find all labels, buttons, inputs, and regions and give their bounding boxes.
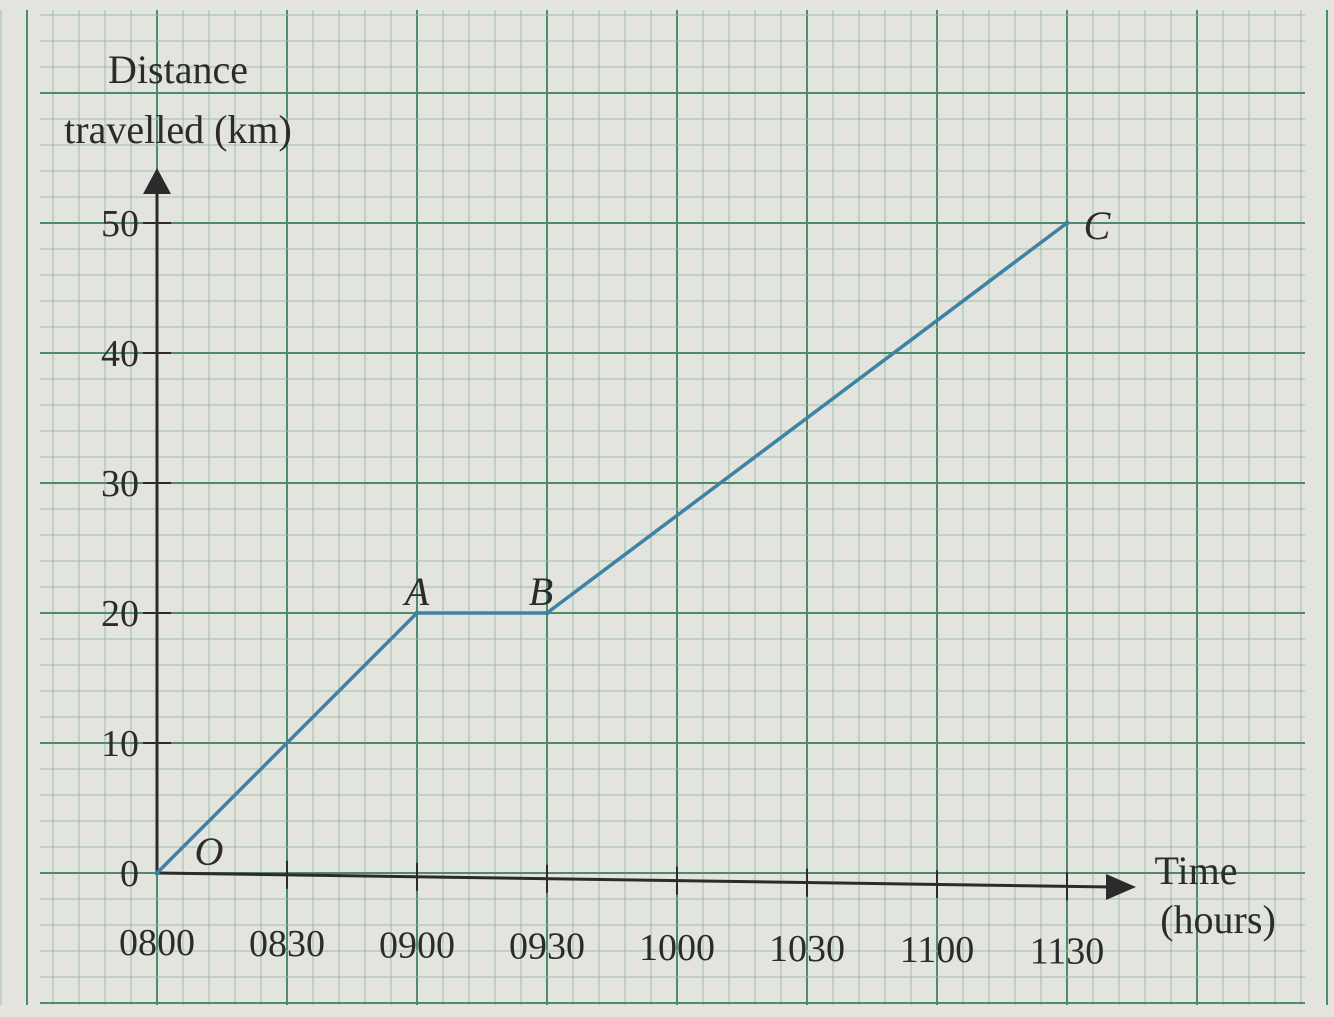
distance-series-line xyxy=(155,221,1069,875)
data-point-o xyxy=(154,870,160,876)
point-label-b: B xyxy=(529,569,553,614)
y-tick-label: 10 xyxy=(101,723,139,765)
y-tick-label: 30 xyxy=(101,463,139,505)
x-ticks: 0800 0830 0900 0930 1000 1030 1100 1130 xyxy=(119,860,1105,972)
y-axis-arrow-icon xyxy=(143,168,171,194)
data-point-a xyxy=(414,610,420,616)
y-tick-label: 40 xyxy=(101,333,139,375)
x-tick-label: 0900 xyxy=(379,924,455,966)
grid xyxy=(0,10,1328,1005)
data-point-b xyxy=(544,610,550,616)
x-tick-label: 1100 xyxy=(900,929,975,971)
point-label-a: A xyxy=(402,569,430,614)
y-tick-label: 0 xyxy=(120,853,139,895)
data-point-c xyxy=(1064,220,1070,226)
x-tick-label: 1030 xyxy=(769,928,845,970)
x-tick-label: 0930 xyxy=(509,926,585,968)
x-axis-title-line1: Time xyxy=(1154,848,1237,893)
y-ticks: 0 10 20 30 40 50 xyxy=(101,203,171,895)
x-axis-title-line2: (hours) xyxy=(1160,897,1276,942)
x-tick-label: 0800 xyxy=(119,922,195,964)
series xyxy=(154,220,1070,876)
x-axis-arrow-icon xyxy=(1106,874,1136,900)
x-tick-label: 1130 xyxy=(1030,930,1105,972)
x-axis xyxy=(156,871,1113,889)
x-tick-label: 0830 xyxy=(249,923,325,965)
y-axis-title-line1: Distance xyxy=(108,47,248,92)
axes xyxy=(143,168,1136,900)
y-tick-label: 20 xyxy=(101,593,139,635)
y-tick-label: 50 xyxy=(101,203,139,245)
point-label-c: C xyxy=(1084,203,1112,248)
y-axis-title-line2: travelled (km) xyxy=(64,107,292,152)
point-label-o: O xyxy=(195,829,224,874)
point-labels: O A B C xyxy=(195,203,1112,874)
x-tick-label: 1000 xyxy=(639,927,715,969)
